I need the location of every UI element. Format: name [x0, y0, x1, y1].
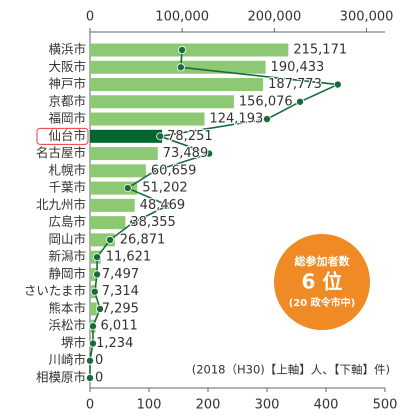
top-tick-label: 0 — [86, 10, 94, 25]
category-label: 神戸市 — [48, 76, 86, 91]
point — [86, 356, 95, 365]
category-label: 静岡市 — [48, 266, 86, 281]
bottom-tick-label: 100 — [137, 398, 162, 413]
value-label: 0 — [95, 353, 103, 368]
category-label: 横浜市 — [48, 42, 86, 57]
value-label: 6,011 — [101, 319, 138, 334]
bar — [90, 129, 163, 143]
value-label: 7,295 — [102, 301, 139, 316]
point — [150, 166, 159, 175]
highlight-box — [36, 127, 89, 145]
category-label: 名古屋市 — [36, 145, 86, 160]
bottom-tick-label: 400 — [314, 398, 339, 413]
category-label: 仙台市 — [48, 128, 86, 143]
bottom-tick-label: 300 — [255, 398, 280, 413]
point — [333, 80, 342, 89]
value-label: 190,433 — [271, 60, 325, 75]
value-label: 7,497 — [102, 267, 139, 282]
point — [176, 63, 185, 72]
bar — [90, 78, 264, 92]
value-label: 215,171 — [293, 43, 347, 58]
category-label: 京都市 — [48, 93, 86, 108]
point — [106, 235, 115, 244]
category-label: 大阪市 — [48, 59, 86, 74]
point — [156, 132, 165, 141]
bar — [90, 43, 289, 57]
bar — [90, 181, 138, 195]
top-tick-label: 300,000 — [340, 10, 394, 25]
point — [93, 253, 102, 262]
value-label: 156,076 — [239, 94, 293, 109]
bar — [90, 302, 97, 316]
badge-note: (20 政令市中) — [289, 296, 356, 309]
bottom-tick-label: 500 — [373, 398, 398, 413]
bar — [90, 164, 146, 178]
point — [205, 149, 214, 158]
value-label: 0 — [95, 371, 103, 386]
category-label: 新潟市 — [48, 249, 86, 264]
top-tick-label: 200,000 — [247, 10, 301, 25]
point — [86, 373, 95, 382]
point — [88, 339, 97, 348]
point — [93, 270, 102, 279]
bottom-tick-label: 0 — [86, 398, 94, 413]
category-label: 岡山市 — [48, 231, 86, 246]
annotation: (2018（H30)【上軸】人、【下軸】件) — [192, 363, 390, 377]
bar — [90, 216, 126, 230]
value-label: 26,871 — [120, 232, 165, 247]
value-label: 73,489 — [163, 146, 209, 161]
point — [96, 304, 105, 313]
point — [123, 184, 132, 193]
top-tick-label: 100,000 — [155, 10, 209, 25]
category-label: 熊本市 — [48, 300, 86, 315]
value-label: 51,202 — [142, 181, 188, 196]
point — [129, 218, 138, 227]
category-label: 川崎市 — [48, 352, 86, 367]
badge-title: 総参加者数 — [295, 254, 351, 268]
badge — [274, 234, 370, 330]
value-label: 78,251 — [167, 129, 213, 144]
value-label: 187,773 — [268, 77, 322, 92]
category-label: 千葉市 — [48, 180, 86, 195]
point — [178, 46, 187, 55]
category-label: 福岡市 — [48, 111, 86, 126]
bar — [90, 95, 234, 109]
category-label: 相模原市 — [36, 370, 86, 385]
category-label: さいたま市 — [24, 283, 86, 298]
value-label: 124,193 — [209, 112, 263, 127]
value-label: 48,469 — [140, 198, 186, 213]
point — [262, 115, 271, 124]
category-label: 札幌市 — [48, 162, 86, 177]
value-label: 11,621 — [106, 250, 151, 265]
badge-rank: 6 位 — [302, 270, 343, 294]
point — [90, 287, 99, 296]
bar — [90, 198, 135, 212]
category-label: 北九州市 — [36, 197, 86, 212]
value-label: 38,355 — [130, 215, 176, 230]
bar — [90, 112, 205, 126]
category-label: 浜松市 — [48, 318, 86, 333]
category-label: 堺市 — [61, 335, 86, 350]
point — [163, 201, 172, 210]
bottom-tick-label: 200 — [196, 398, 221, 413]
point — [296, 97, 305, 106]
category-label: 広島市 — [48, 214, 86, 229]
bar — [90, 147, 158, 161]
value-label: 60,659 — [151, 163, 197, 178]
point — [88, 322, 97, 331]
value-label: 1,234 — [96, 336, 133, 351]
value-label: 7,314 — [102, 284, 139, 299]
